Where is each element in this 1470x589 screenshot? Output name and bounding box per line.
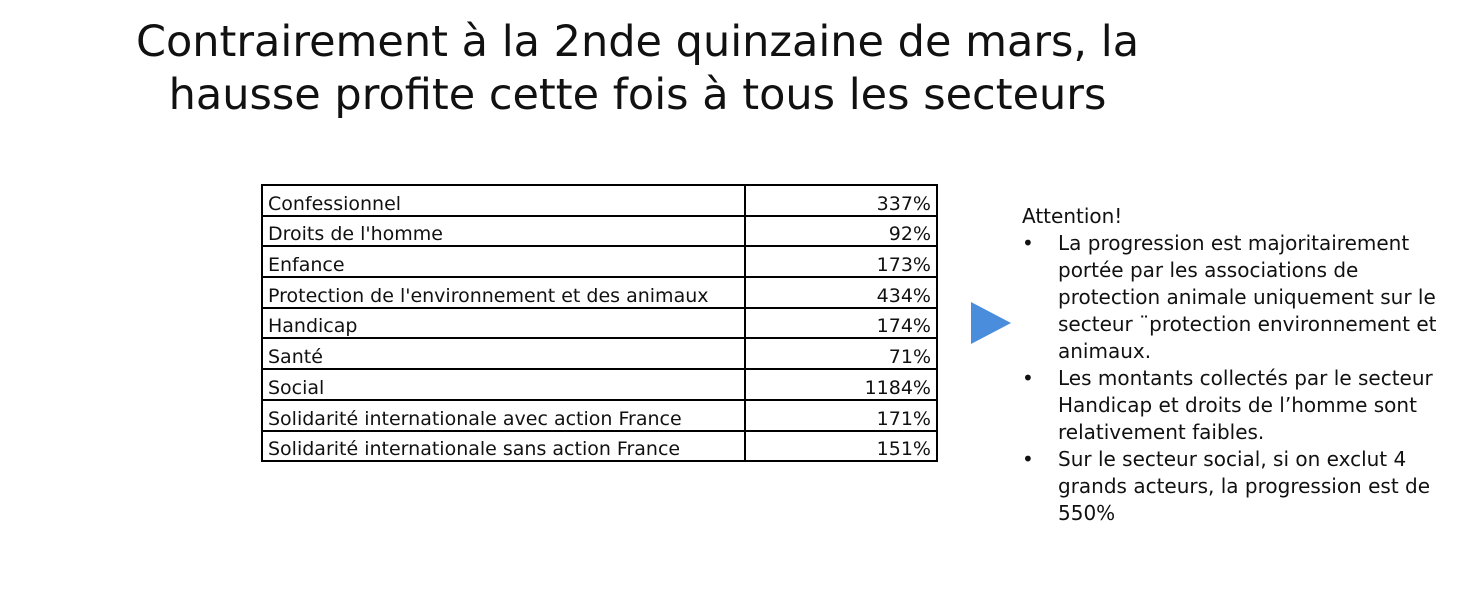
- table-row: Confessionnel 337%: [261, 184, 938, 217]
- bullet: Les montants collectés par le secteur Ha…: [1022, 365, 1452, 446]
- table-row: Handicap 174%: [261, 306, 938, 340]
- value-cell: 337%: [744, 184, 938, 217]
- sector-cell: Enfance: [261, 245, 746, 279]
- value-cell: 173%: [744, 245, 938, 279]
- sector-cell: Solidarité internationale avec action Fr…: [261, 398, 746, 432]
- value-cell: 71%: [744, 337, 938, 371]
- sector-cell: Santé: [261, 337, 746, 371]
- value-cell: 92%: [744, 214, 938, 248]
- table: Confessionnel 337% Droits de l'homme 92% Enf…: [261, 184, 938, 463]
- triangle: [971, 302, 1011, 344]
- value-cell: 171%: [744, 398, 938, 432]
- sector-cell: Solidarité internationale sans action Fr…: [261, 429, 746, 463]
- value-cell: 151%: [744, 429, 938, 463]
- table-row: Droits de l'homme 92%: [261, 214, 938, 248]
- bullet-list: La progression est majoritairement porté…: [1022, 230, 1452, 527]
- sector-cell: Confessionnel: [261, 184, 746, 217]
- bullet: La progression est majoritairement porté…: [1022, 230, 1452, 365]
- notes: Attention! La progression est majoritair…: [1022, 203, 1452, 527]
- sector-cell: Social: [261, 368, 746, 401]
- table-row: Santé 71%: [261, 337, 938, 371]
- bullet: Sur le secteur social, si on exclut 4 gr…: [1022, 446, 1452, 527]
- sector-cell: Droits de l'homme: [261, 214, 746, 248]
- arrow: [971, 302, 1011, 344]
- table-row: Social 1184%: [261, 368, 938, 401]
- title: Contrairement à la 2nde quinzaine de mar…: [60, 16, 1215, 122]
- table-row: Protection de l'environnement et des ani…: [261, 276, 938, 309]
- title-line: Contrairement à la 2nde quinzaine de mar…: [135, 17, 1140, 67]
- title-line: hausse profite cette fois à tous les sec…: [168, 70, 1107, 120]
- value-cell: 174%: [744, 306, 938, 340]
- notes-heading: Attention!: [1022, 204, 1123, 228]
- value-cell: 434%: [744, 276, 938, 309]
- table-row: Solidarité internationale avec action Fr…: [261, 398, 938, 432]
- table-row: Solidarité internationale sans action Fr…: [261, 429, 938, 463]
- sector-cell: Protection de l'environnement et des ani…: [261, 276, 746, 309]
- sector-cell: Handicap: [261, 306, 746, 340]
- table-row: Enfance 173%: [261, 245, 938, 279]
- value-cell: 1184%: [744, 368, 938, 401]
